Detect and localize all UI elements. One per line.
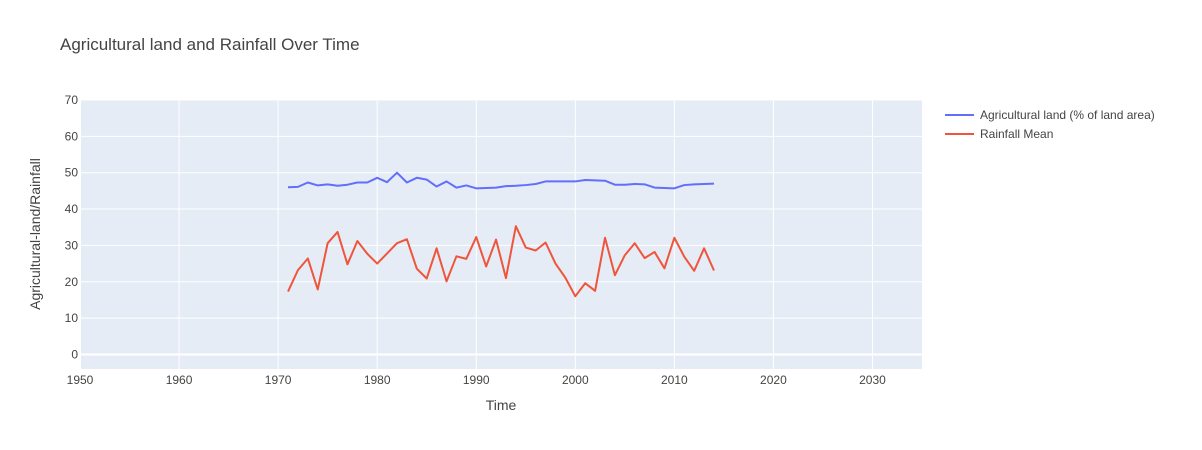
x-axis-title: Time (486, 397, 517, 413)
y-tick-label: 50 (65, 166, 79, 180)
y-tick-label: 70 (65, 93, 79, 107)
y-tick-label: 60 (65, 129, 79, 143)
x-tick-label: 1990 (463, 373, 490, 387)
chart-title: Agricultural land and Rainfall Over Time (60, 35, 360, 54)
y-tick-label: 20 (65, 275, 79, 289)
y-tick-label: 10 (65, 311, 79, 325)
legend-item-1[interactable]: Rainfall Mean (945, 127, 1053, 141)
legend: Agricultural land (% of land area) Rainfa… (945, 108, 1155, 141)
x-tick-label: 1970 (265, 373, 292, 387)
y-axis-title: Agricultural-land/Rainfall (27, 158, 43, 310)
plot-background (80, 100, 922, 369)
legend-label: Agricultural land (% of land area) (980, 108, 1155, 122)
y-axis-ticks: 0 10 20 30 40 50 60 70 (65, 93, 79, 361)
legend-label: Rainfall Mean (980, 127, 1053, 141)
series-line-0 (287, 171, 715, 190)
x-tick-label: 2020 (760, 373, 787, 387)
grid (79, 99, 922, 369)
y-tick-label: 40 (65, 202, 79, 216)
y-tick-label: 30 (65, 238, 79, 252)
x-tick-label: 1960 (166, 373, 193, 387)
x-tick-label: 1950 (67, 373, 94, 387)
series-line-1 (287, 225, 715, 298)
legend-item-0[interactable]: Agricultural land (% of land area) (945, 108, 1155, 122)
x-tick-label: 2000 (562, 373, 589, 387)
x-tick-label: 1980 (364, 373, 391, 387)
y-tick-label: 0 (71, 347, 78, 361)
series-layer (287, 171, 715, 298)
x-axis-ticks: 1950 1960 1970 1980 1990 2000 2010 2020 2030 (67, 373, 886, 387)
x-tick-label: 2030 (859, 373, 886, 387)
x-tick-label: 2010 (661, 373, 688, 387)
